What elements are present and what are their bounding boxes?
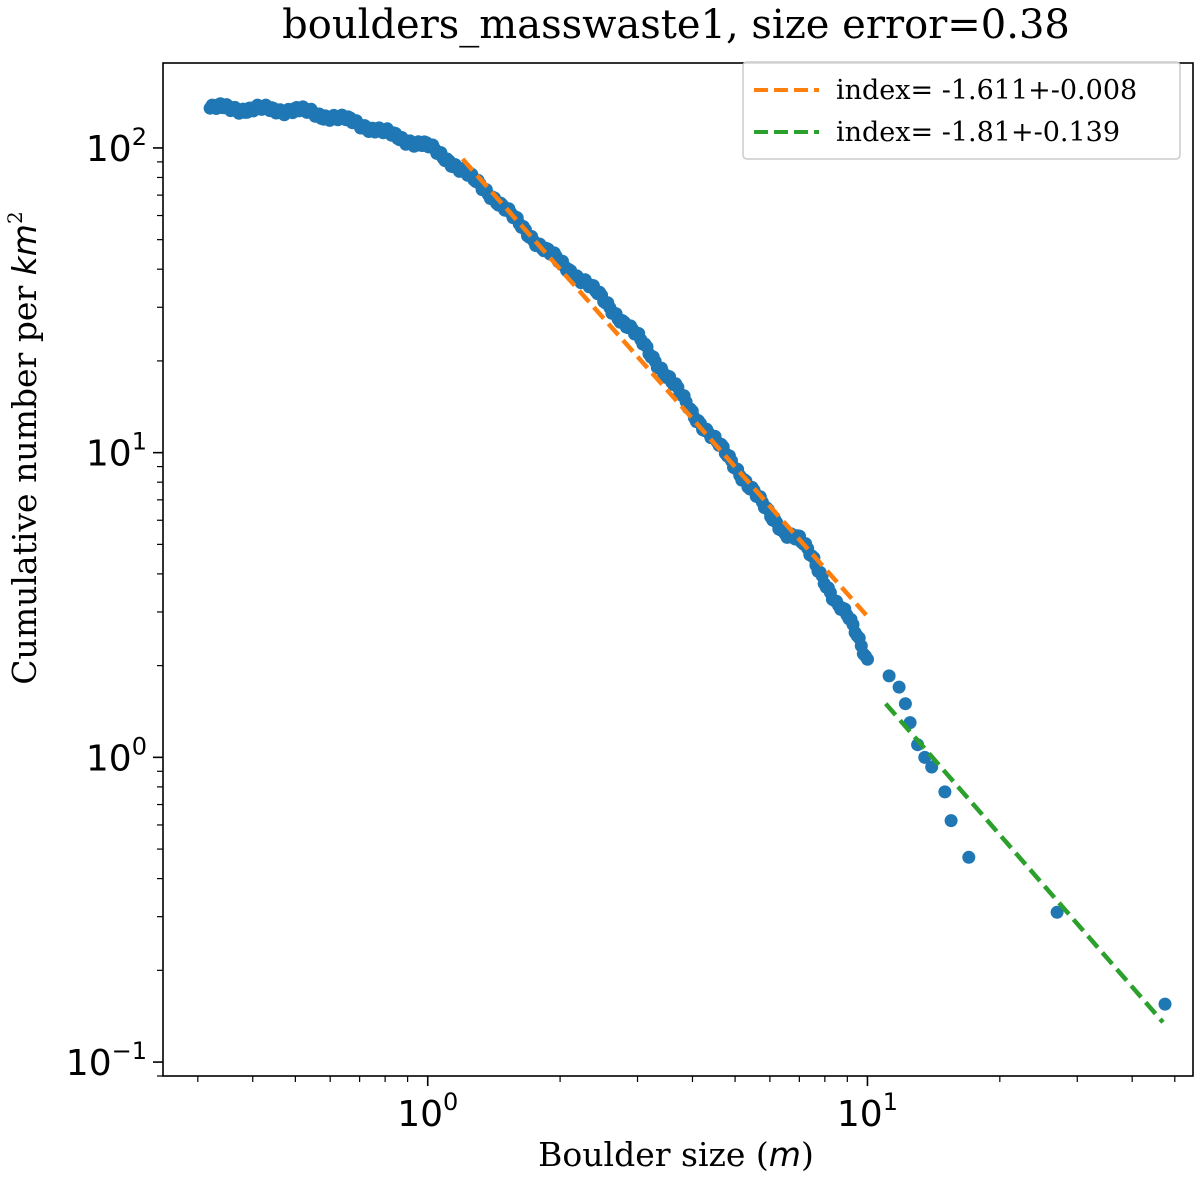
y-axis-label-text: Cumulative number per [5,275,44,684]
x-tick-label: 101 [837,1088,898,1135]
x-axis-label-text: Boulder size ( [538,1135,769,1174]
data-point [1050,905,1064,919]
legend-label-fit-1: index= -1.611+-0.008 [836,75,1137,106]
y-axis-ticks: 10−1 100 101 102 [66,123,163,1084]
legend-label-fit-2: index= -1.81+-0.139 [836,117,1120,148]
data-point [925,760,939,774]
x-axis-ticks: 100 101 [197,1076,1176,1135]
x-tick-label: 100 [397,1088,458,1135]
fit-line-2 [884,702,1165,1024]
fit-line-1 [460,157,870,618]
data-point [918,750,932,764]
x-axis-label: Boulder size (m) [538,1135,814,1174]
data-point [892,680,906,694]
legend: index= -1.611+-0.008 index= -1.81+-0.139 [742,61,1181,160]
data-point [898,697,912,711]
data-point [944,814,958,828]
legend-box [742,61,1181,160]
chart-title: boulders_masswaste1, size error=0.38 [282,2,1070,48]
fit-lines [460,157,1165,1024]
y-tick-label: 10−1 [66,1037,147,1084]
x-axis-label-close: ) [801,1135,814,1174]
y-axis-label: Cumulative number per km2 [3,211,44,684]
y-axis-label-unit: km [5,224,44,275]
scatter-points [203,97,1172,1011]
data-point [1158,997,1172,1011]
y-tick-label: 101 [86,428,147,475]
plot-frame [162,62,1194,1077]
y-tick-label: 102 [86,123,147,170]
data-point [861,652,874,666]
x-axis-label-unit: m [769,1135,801,1174]
data-point [938,785,952,799]
y-tick-label: 100 [86,732,147,779]
y-axis-label-exp: 2 [3,211,27,224]
data-point [882,669,896,683]
data-point [962,850,976,864]
